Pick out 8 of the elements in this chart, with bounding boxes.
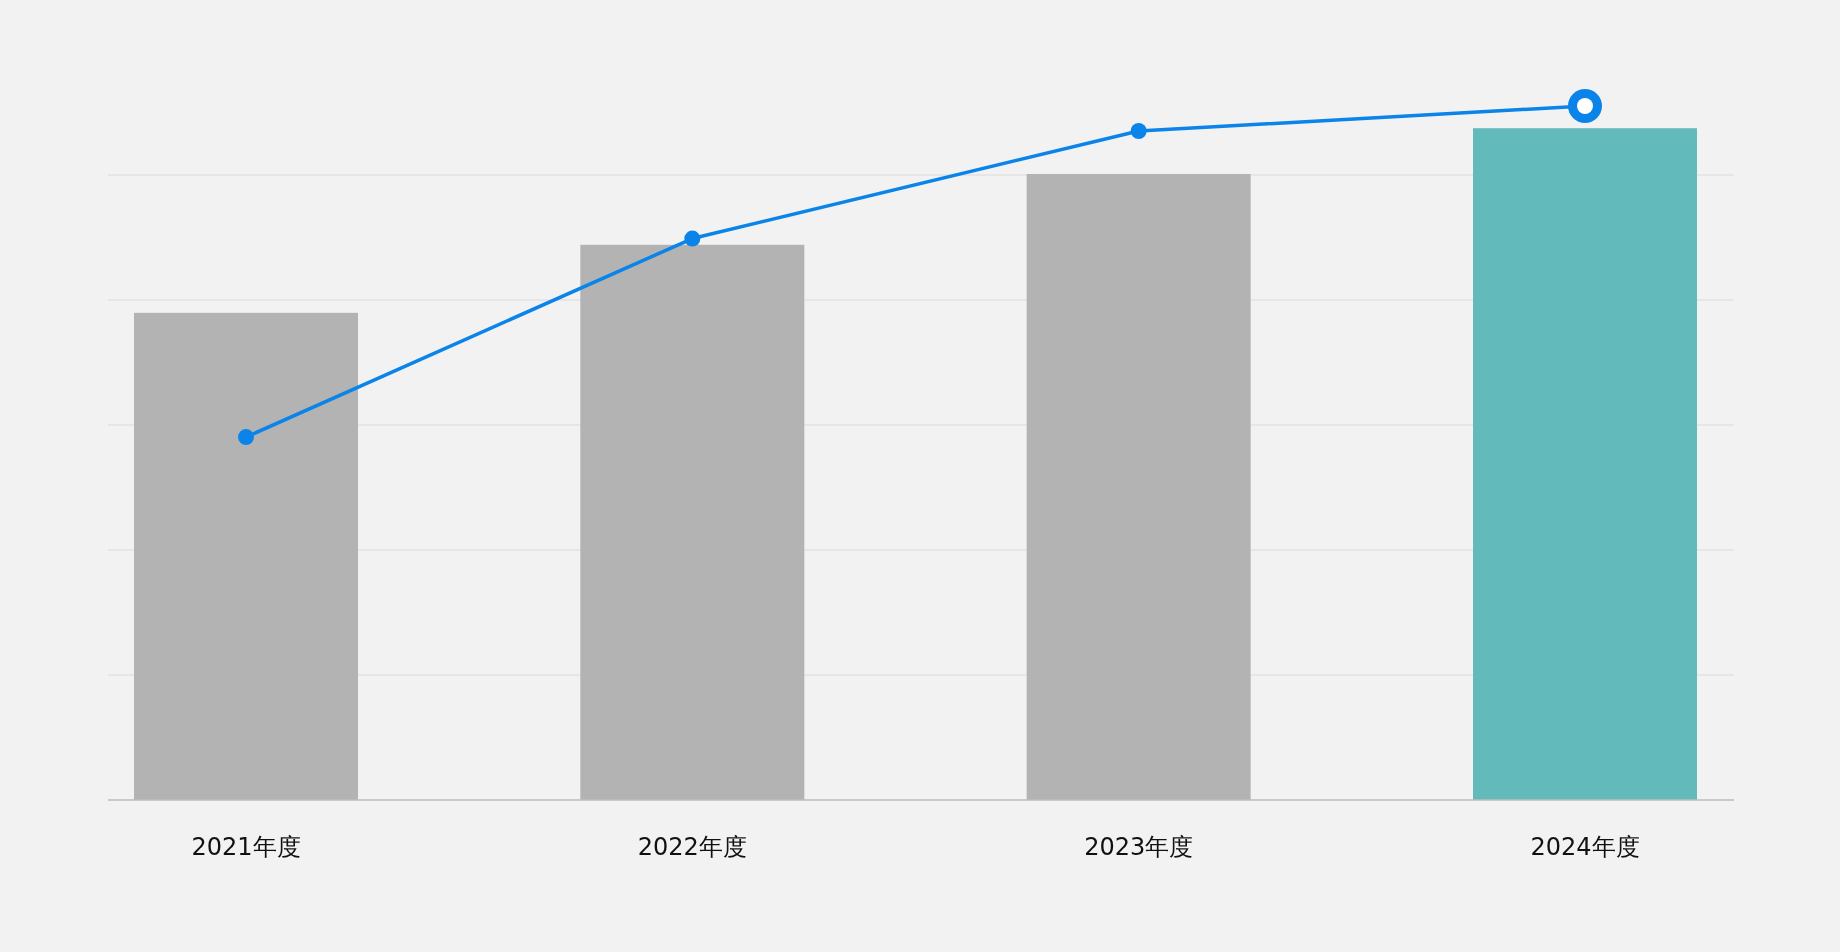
x-tick-label: 2022年度 — [637, 833, 747, 861]
x-tick-label: 2023年度 — [1084, 833, 1194, 861]
point — [684, 230, 701, 247]
point — [1130, 122, 1147, 139]
x-tick-label: 2024年度 — [1530, 833, 1640, 861]
point — [238, 429, 254, 446]
x-tick-label: 2021年度 — [191, 833, 301, 861]
bar — [1473, 128, 1697, 800]
